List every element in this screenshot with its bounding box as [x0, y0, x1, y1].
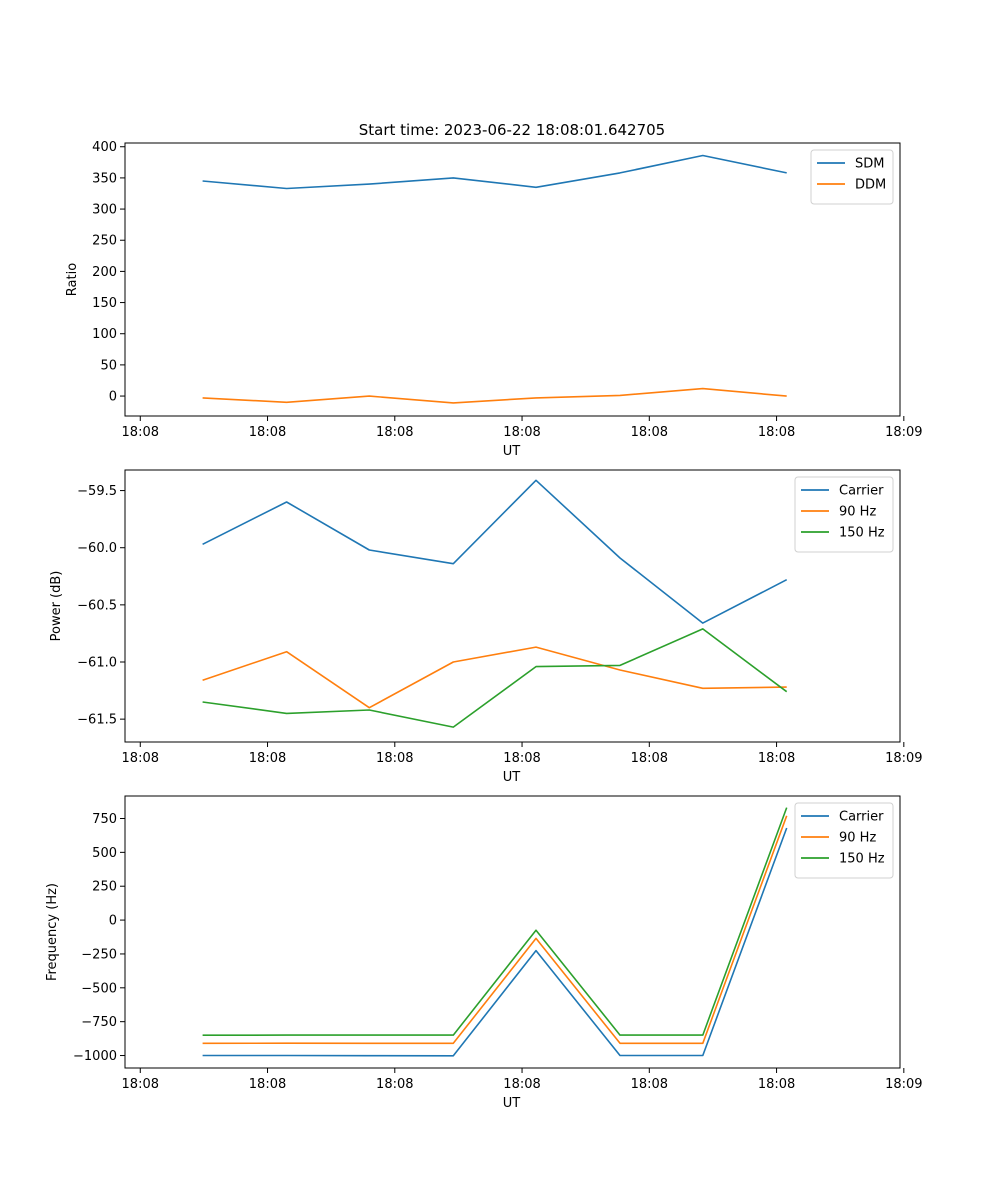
- y-tick-label: 250: [92, 234, 117, 249]
- x-tick-label: 18:08: [122, 751, 159, 766]
- plot-frame: [124, 469, 901, 743]
- series-line-90-hz: [202, 646, 787, 709]
- legend-label: 90 Hz: [839, 831, 876, 846]
- y-axis-label: Power (dB): [49, 571, 64, 642]
- y-tick-label: 150: [92, 296, 117, 311]
- y-tick-label: −61.5: [77, 713, 117, 728]
- y-tick-label: −1000: [73, 1049, 117, 1064]
- x-tick-label: 18:08: [758, 425, 795, 440]
- legend-frame: [794, 476, 894, 553]
- y-tick-label: 50: [100, 358, 117, 373]
- y-tick-label: 100: [92, 327, 117, 342]
- figure-title: Start time: 2023-06-22 18:08:01.642705: [359, 121, 665, 139]
- series-line-ddm: [202, 387, 787, 404]
- x-tick-label: 18:08: [376, 425, 413, 440]
- x-tick-label: 18:08: [503, 425, 540, 440]
- x-tick-label: 18:08: [376, 751, 413, 766]
- legend-label: 150 Hz: [839, 852, 885, 867]
- x-tick-label: 18:08: [249, 751, 286, 766]
- y-tick-label: 400: [92, 140, 117, 155]
- x-tick-label: 18:08: [631, 425, 668, 440]
- y-tick-label: −61.0: [77, 656, 117, 671]
- x-tick-label: 18:08: [758, 751, 795, 766]
- x-axis-label: UT: [503, 770, 521, 785]
- legend: Carrier 90 Hz 150 Hz: [794, 476, 894, 553]
- x-tick-label: 18:08: [376, 1077, 413, 1092]
- legend-frame: [794, 802, 894, 879]
- series-line-carrier: [202, 827, 788, 1057]
- y-axis-label: Ratio: [65, 263, 80, 296]
- series-line-sdm: [202, 154, 787, 190]
- legend: SDM DDM: [810, 149, 894, 205]
- x-axis-label: UT: [503, 1096, 521, 1111]
- x-axis-label: UT: [503, 444, 521, 459]
- plot-frame: [124, 142, 901, 417]
- x-tick-label: 18:08: [122, 1077, 159, 1092]
- series-line-150-hz: [202, 628, 788, 728]
- y-tick-label: −60.5: [77, 598, 117, 613]
- legend-label: DDM: [855, 178, 886, 193]
- legend-label: Carrier: [839, 810, 884, 825]
- x-tick-label: 18:09: [885, 425, 922, 440]
- chart-panel-1: 18:08 18:08 18:08 18:08 18:08 18:08 18:09 0 50 10…: [65, 140, 923, 459]
- y-tick-label: −500: [81, 981, 117, 996]
- y-axis-label: Frequency (Hz): [45, 883, 60, 981]
- x-tick-label: 18:08: [758, 1077, 795, 1092]
- plot-frame: [124, 795, 901, 1069]
- x-tick-label: 18:08: [249, 1077, 286, 1092]
- legend-label: Carrier: [839, 484, 884, 499]
- y-tick-label: 300: [92, 203, 117, 218]
- y-tick-label: −59.5: [77, 484, 117, 499]
- x-tick-label: 18:09: [885, 1077, 922, 1092]
- y-tick-label: 350: [92, 171, 117, 186]
- y-tick-label: 750: [92, 812, 117, 827]
- series-line-90-hz: [202, 815, 788, 1045]
- y-tick-label: −750: [81, 1015, 117, 1030]
- legend-label: 90 Hz: [839, 505, 876, 520]
- legend: Carrier 90 Hz 150 Hz: [794, 802, 894, 879]
- x-tick-label: 18:08: [631, 751, 668, 766]
- x-tick-label: 18:09: [885, 751, 922, 766]
- x-tick-label: 18:08: [503, 751, 540, 766]
- legend-label: 150 Hz: [839, 526, 885, 541]
- x-tick-label: 18:08: [122, 425, 159, 440]
- legend-label: SDM: [855, 157, 884, 172]
- y-tick-label: 500: [92, 846, 117, 861]
- x-tick-label: 18:08: [249, 425, 286, 440]
- chart-panel-3: 18:08 18:08 18:08 18:08 18:08 18:08 18:09 −1000…: [45, 795, 923, 1111]
- series-line-150-hz: [202, 807, 788, 1036]
- y-tick-label: 0: [109, 914, 117, 929]
- y-tick-label: 200: [92, 265, 117, 280]
- y-tick-label: 250: [92, 880, 117, 895]
- chart-panel-2: 18:08 18:08 18:08 18:08 18:08 18:08 18:09 −61.5…: [49, 469, 923, 785]
- y-tick-label: −250: [81, 947, 117, 962]
- y-tick-label: 0: [109, 390, 117, 405]
- x-tick-label: 18:08: [503, 1077, 540, 1092]
- series-line-carrier: [202, 479, 788, 624]
- x-tick-label: 18:08: [631, 1077, 668, 1092]
- y-tick-label: −60.0: [77, 541, 117, 556]
